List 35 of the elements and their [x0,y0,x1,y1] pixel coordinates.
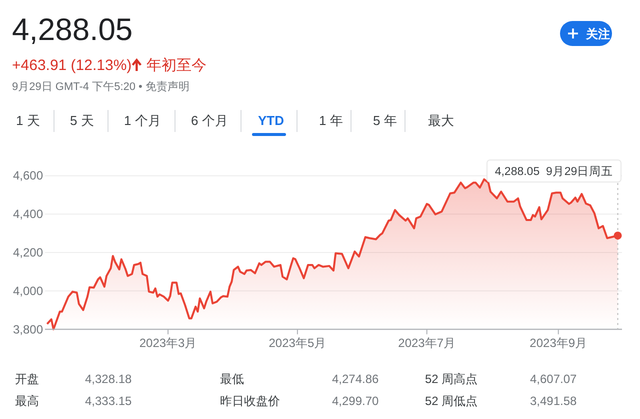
text: 4,274.86 [332,372,380,386]
chart-subtitle: +463.91 (12.13%) [12,57,132,74]
text: 1 天 [16,113,40,128]
y-tick-label: 4,200 [12,246,44,260]
x-tick-label: 2023年7月 [398,336,456,350]
text: 1 年 [319,113,343,128]
y-tick-label: 3,800 [12,322,44,336]
y-tick-label: 4,000 [12,284,44,298]
chart-title: 4,288.05 [12,12,133,47]
x-tick-label: 2023年9月 [530,336,588,350]
x-tick-label: 2023年5月 [268,336,326,350]
text: YTD [258,113,284,128]
text: 年初至今 [146,57,207,74]
text: 开盘 [15,372,39,386]
text: 5 天 [70,113,94,128]
text: 4,607.07 [530,372,578,386]
text: 最高 [15,394,39,408]
text: 5 年 [373,113,397,128]
text: 最低 [220,372,244,386]
text: 4,333.15 [85,394,132,408]
text: 最大 [428,113,454,128]
text: 9月29日 GMT-4 下午5:20 • 免责声明 [12,80,190,93]
text: 1 个月 [124,113,161,128]
x-tick-label: 2023年3月 [139,336,197,350]
text: 3,491.58 [530,394,578,408]
text: 52 周高点 [425,372,478,386]
text: 关注 [585,27,610,41]
y-tick-label: 4,600 [12,168,44,183]
y-tick-label: 4,400 [12,207,44,222]
text: 6 个月 [191,113,228,128]
text: 52 周低点 [425,394,478,408]
text: 昨日收盘价 [220,394,280,408]
annotation: 4,288.05 9月29日周五 [494,165,614,178]
text: 4,328.18 [85,372,132,386]
text: 4,299.70 [332,394,380,408]
